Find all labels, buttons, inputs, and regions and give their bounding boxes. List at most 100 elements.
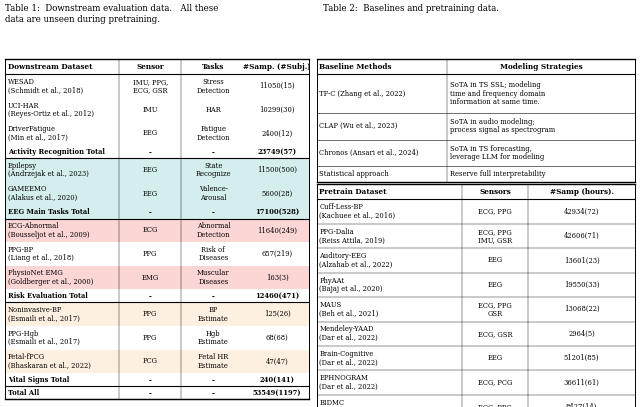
Bar [317,370,461,395]
Text: Modeling Strategies: Modeling Strategies [500,63,582,71]
Text: Brain-Cognitive
(Dar et al., 2022): Brain-Cognitive (Dar et al., 2022) [319,350,378,366]
Bar [5,182,119,206]
Text: Fetal HR
Estimate: Fetal HR Estimate [198,353,228,370]
Text: 68(68): 68(68) [266,334,289,342]
Bar [5,350,119,373]
Text: Total All: Total All [8,389,39,397]
Text: 2400(12): 2400(12) [262,129,293,138]
Bar [245,350,309,373]
Bar [245,373,309,386]
Bar [245,242,309,266]
Bar [5,145,119,158]
Text: 10299(30): 10299(30) [259,106,295,114]
Bar [245,302,309,326]
Text: PPG: PPG [143,334,157,342]
Bar [529,395,635,407]
Text: Table 1:  Downstream evaluation data.   All these
data are unseen during pretrai: Table 1: Downstream evaluation data. All… [5,4,218,24]
Bar [317,166,447,182]
Bar [461,395,529,407]
Bar [317,297,461,322]
Bar [182,266,245,289]
Text: 13068(22): 13068(22) [564,305,600,313]
Text: Activity Recognition Total: Activity Recognition Total [8,148,104,156]
Text: -: - [149,208,152,216]
Bar [317,140,447,166]
Bar [529,346,635,370]
Bar [245,182,309,206]
Bar [119,373,182,386]
Bar [529,370,635,395]
Bar [317,74,447,113]
Bar [245,59,309,74]
Bar [317,113,447,140]
Text: Risk of
Diseases: Risk of Diseases [198,246,228,262]
Text: WESAD
(Schmidt et al., 2018): WESAD (Schmidt et al., 2018) [8,78,83,94]
Text: EEG: EEG [488,256,502,265]
Bar [182,122,245,145]
Text: Risk Evaluation Total: Risk Evaluation Total [8,292,88,300]
Bar [182,98,245,122]
Bar [461,273,529,297]
Bar [529,248,635,273]
Bar [317,395,461,407]
Bar [245,219,309,242]
Text: UCI-HAR
(Reyes-Ortiz et al., 2012): UCI-HAR (Reyes-Ortiz et al., 2012) [8,102,93,118]
Text: SoTA in TS SSL; modeling
time and frequency domain
information at same time.: SoTA in TS SSL; modeling time and freque… [450,81,545,106]
Text: #Samp (hours).: #Samp (hours). [550,188,614,196]
Bar [182,350,245,373]
Text: 8427(14): 8427(14) [566,403,597,407]
Bar [119,182,182,206]
Text: -: - [212,208,215,216]
Text: 36611(61): 36611(61) [564,379,600,387]
Bar [245,158,309,182]
Bar [119,242,182,266]
Bar [461,297,529,322]
Text: Stress
Detection: Stress Detection [196,78,230,94]
Text: 2964(5): 2964(5) [568,330,595,338]
Text: #Samp. (#Subj.): #Samp. (#Subj.) [243,63,311,71]
Bar [5,59,119,74]
Bar [5,98,119,122]
Bar [461,322,529,346]
Text: HAR: HAR [205,106,221,114]
Text: ECG, PPG
IMU, GSR: ECG, PPG IMU, GSR [478,228,512,244]
Text: Downstream Dataset: Downstream Dataset [8,63,92,71]
Text: PPG-Dalia
(Reiss Attila, 2019): PPG-Dalia (Reiss Attila, 2019) [319,228,385,244]
Text: EEG: EEG [488,354,502,362]
Bar [182,145,245,158]
Text: Reserve full interpretability: Reserve full interpretability [450,170,545,178]
Bar [5,219,119,242]
Text: 125(26): 125(26) [264,310,291,318]
Text: Table 2:  Baselines and pretraining data.: Table 2: Baselines and pretraining data. [323,4,499,13]
Bar [5,373,119,386]
Text: Muscular
Diseases: Muscular Diseases [197,269,230,286]
Text: SoTA in audio modeling;
process signal as spectrogram: SoTA in audio modeling; process signal a… [450,118,555,134]
Bar [461,370,529,395]
Bar [182,206,245,219]
Bar [447,140,635,166]
Bar [182,182,245,206]
Bar [119,74,182,98]
Bar [529,199,635,224]
Text: MAUS
(Beh et al., 2021): MAUS (Beh et al., 2021) [319,301,379,317]
Text: ECG: ECG [143,226,158,234]
Text: -: - [149,389,152,397]
Bar [317,59,447,74]
Bar [182,219,245,242]
Text: Valence-
Arousal: Valence- Arousal [199,186,228,202]
Text: PPG: PPG [143,250,157,258]
Text: CLAP (Wu et al., 2023): CLAP (Wu et al., 2023) [319,122,397,130]
Bar [5,326,119,350]
Bar [529,273,635,297]
Text: 11500(500): 11500(500) [257,166,297,174]
Bar [245,386,309,399]
Text: DriverFatigue
(Min et al., 2017): DriverFatigue (Min et al., 2017) [8,125,68,142]
Bar [5,74,119,98]
Text: Cuff-Less-BP
(Kachuee et al., 2016): Cuff-Less-BP (Kachuee et al., 2016) [319,204,396,220]
Bar [5,289,119,302]
Bar [182,289,245,302]
Bar [317,224,461,248]
Text: ECG, PCG: ECG, PCG [477,379,512,387]
Text: -: - [149,148,152,156]
Text: EEG Main Tasks Total: EEG Main Tasks Total [8,208,90,216]
